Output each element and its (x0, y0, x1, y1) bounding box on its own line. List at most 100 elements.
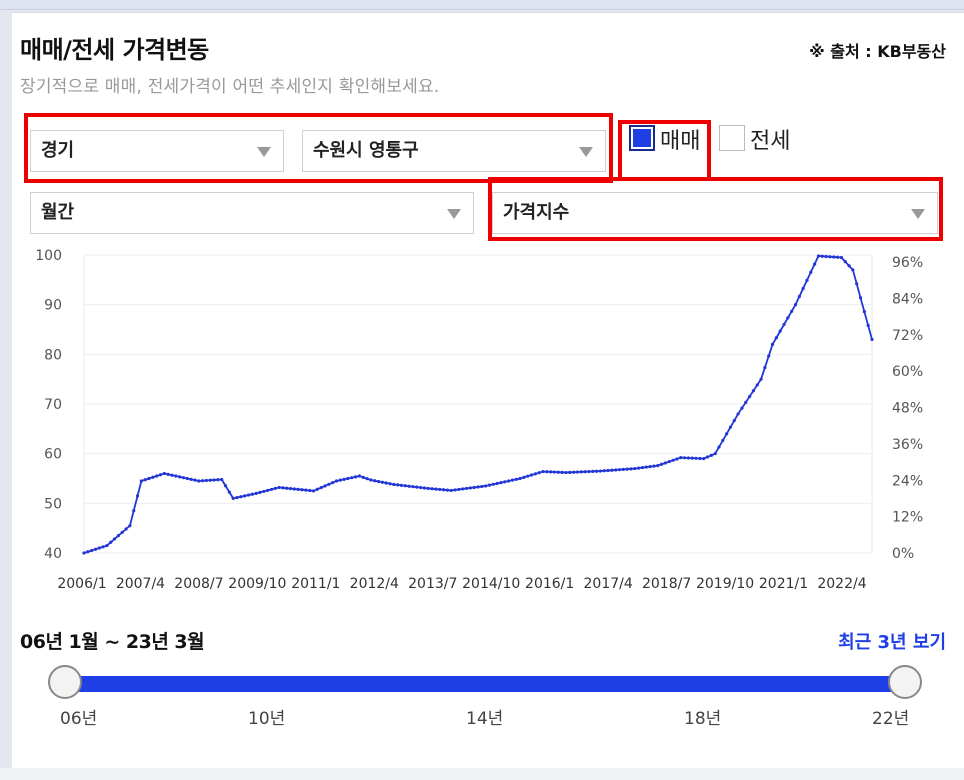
data-point (507, 479, 511, 483)
data-point (686, 456, 690, 460)
chevron-down-icon (257, 147, 271, 157)
data-point (235, 495, 239, 500)
data-point (361, 475, 365, 479)
data-point (384, 481, 388, 485)
x-tick-label: 2009/10 (228, 576, 286, 592)
data-point (132, 509, 136, 513)
data-point (679, 456, 683, 460)
data-point (166, 472, 170, 476)
data-point (342, 477, 346, 481)
sale-highlight-box (618, 120, 711, 181)
data-point (93, 547, 98, 551)
data-point (755, 383, 759, 387)
y-left-tick-label: 80 (44, 347, 62, 363)
data-point (579, 470, 583, 474)
data-point (484, 484, 488, 488)
data-point (816, 254, 821, 258)
data-point (575, 470, 580, 474)
data-point (663, 461, 668, 465)
data-point (319, 486, 323, 490)
data-point (862, 310, 866, 314)
y-right-tick-label: 24% (892, 473, 923, 489)
data-point (193, 478, 197, 482)
range-tick-label: 18년 (684, 709, 722, 729)
region-select[interactable]: 경기 (30, 130, 284, 172)
data-point (365, 477, 369, 481)
district-select-value: 수원시 영통구 (313, 140, 419, 161)
data-point (338, 478, 342, 482)
period-select[interactable]: 월간 (30, 192, 474, 234)
data-point (637, 466, 641, 470)
data-point (135, 494, 140, 498)
data-point (556, 470, 560, 474)
data-point (560, 470, 564, 474)
data-point (457, 487, 461, 492)
data-point (151, 475, 155, 479)
data-point (346, 476, 350, 481)
data-point (143, 478, 147, 482)
data-point (793, 303, 798, 307)
chevron-down-icon (911, 209, 925, 219)
series-line (83, 255, 873, 554)
data-point (453, 488, 457, 492)
region-highlight-box (24, 113, 613, 183)
jeonse-checkbox[interactable] (719, 125, 745, 151)
data-point (778, 329, 782, 333)
x-tick-label: 2016/1 (525, 576, 574, 592)
data-point (728, 425, 733, 429)
data-point (170, 473, 174, 477)
y-right-tick-label: 96% (892, 255, 923, 271)
data-point (552, 470, 557, 474)
metric-select-value: 가격지수 (503, 202, 570, 223)
data-point (403, 484, 407, 488)
data-point (124, 527, 128, 531)
data-point (541, 469, 545, 474)
data-point (208, 478, 212, 482)
data-point (610, 468, 614, 472)
jeonse-checkbox-label[interactable]: 전세 (750, 129, 791, 154)
data-point (633, 466, 637, 471)
data-point (510, 478, 515, 482)
data-point (537, 471, 541, 475)
data-point (866, 323, 870, 328)
y-right-tick-label: 72% (892, 328, 923, 344)
data-point (698, 456, 702, 461)
data-point (828, 255, 832, 259)
district-select[interactable]: 수원시 영통구 (302, 130, 606, 172)
data-point (740, 406, 744, 410)
data-point (835, 255, 840, 259)
y-left-tick-label: 90 (44, 298, 62, 314)
data-point (480, 484, 484, 489)
metric-select[interactable]: 가격지수 (492, 192, 938, 234)
range-tick-label: 22년 (872, 709, 910, 729)
data-point (602, 469, 606, 473)
range-slider-end-handle[interactable] (888, 665, 922, 699)
sale-checkbox[interactable] (629, 125, 655, 151)
data-point (422, 486, 427, 490)
data-point (174, 474, 178, 478)
price-index-chart: 100 90 80 70 60 50 40 96% 84% 72% 60% 48% 36% 24% 12% 0… (35, 248, 923, 592)
x-tick-label: 2007/4 (116, 576, 165, 592)
recent-3-years-button[interactable]: 최근 3년 보기 (838, 632, 946, 653)
y-left-tick-label: 70 (44, 397, 62, 413)
data-point (476, 485, 480, 489)
data-point (200, 479, 205, 483)
data-point (231, 496, 235, 500)
data-point (419, 485, 423, 490)
range-slider-track[interactable] (53, 676, 893, 692)
range-slider-start-handle[interactable] (48, 665, 82, 699)
data-point (296, 487, 300, 491)
data-point (682, 456, 687, 460)
data-point (625, 467, 629, 471)
range-tick-label: 14년 (466, 709, 504, 729)
sale-checkbox-label[interactable]: 매매 (660, 129, 701, 154)
data-point (591, 469, 595, 473)
data-point (430, 487, 434, 491)
data-point (376, 479, 381, 484)
data-point (331, 481, 335, 485)
data-point (533, 472, 537, 476)
data-point (101, 545, 105, 549)
data-point (373, 479, 377, 483)
data-point (185, 476, 189, 481)
data-point (113, 537, 117, 541)
